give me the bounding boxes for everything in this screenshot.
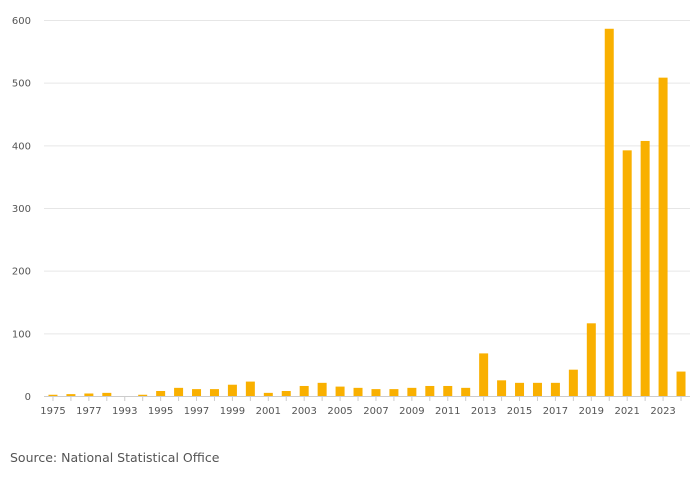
x-tick-label: 2005 bbox=[327, 406, 352, 417]
bar-1998 bbox=[209, 389, 219, 396]
bar-2022 bbox=[640, 140, 650, 396]
x-tick-label: 1975 bbox=[40, 406, 65, 417]
bar-1999 bbox=[227, 384, 237, 396]
bar-2015 bbox=[515, 382, 525, 396]
x-tick-label: 2011 bbox=[435, 406, 460, 417]
x-tick-label: 2009 bbox=[399, 406, 424, 417]
y-tick-label: 500 bbox=[12, 79, 31, 90]
bar-1978 bbox=[102, 392, 112, 396]
bar-2024 bbox=[676, 371, 686, 396]
x-tick-label: 1995 bbox=[148, 406, 173, 417]
bar-2007 bbox=[371, 389, 381, 396]
bar-2001 bbox=[263, 392, 273, 396]
x-tick-label: 1993 bbox=[112, 406, 137, 417]
y-tick-label: 400 bbox=[12, 141, 31, 152]
bar-1994 bbox=[138, 394, 148, 396]
bar-2017 bbox=[550, 382, 560, 396]
bar-2006 bbox=[353, 387, 363, 396]
x-tick-label: 2007 bbox=[363, 406, 388, 417]
bar-2008 bbox=[389, 389, 399, 396]
y-tick-label: 0 bbox=[25, 392, 31, 403]
bar-2009 bbox=[407, 387, 417, 396]
bars bbox=[48, 28, 686, 397]
bar-2012 bbox=[461, 387, 471, 396]
bar-2018 bbox=[568, 369, 578, 396]
bar-chart: 0 100 200 300 400 500 600 1975 1977 1993 1995 1997… bbox=[12, 16, 690, 417]
bar-2020 bbox=[604, 28, 614, 397]
bar-2005 bbox=[335, 386, 345, 396]
x-tick-label: 2013 bbox=[471, 406, 496, 417]
y-tick-label: 300 bbox=[12, 204, 31, 215]
y-tick-label: 600 bbox=[12, 16, 31, 27]
y-axis: 0 100 200 300 400 500 600 bbox=[12, 16, 31, 403]
bar-1975 bbox=[48, 394, 58, 396]
x-tick-label: 2001 bbox=[256, 406, 281, 417]
bar-2016 bbox=[532, 382, 542, 396]
bar-2004 bbox=[317, 382, 327, 396]
y-tick-label: 100 bbox=[12, 329, 31, 340]
x-tick-label: 2023 bbox=[650, 406, 675, 417]
bar-1976 bbox=[66, 394, 76, 396]
bar-2019 bbox=[586, 323, 596, 396]
x-tick-label: 2003 bbox=[291, 406, 316, 417]
bar-1995 bbox=[156, 390, 166, 396]
x-tick-label: 1997 bbox=[184, 406, 209, 417]
bar-1977 bbox=[84, 393, 94, 396]
gridlines bbox=[44, 20, 690, 335]
x-tick-label: 2015 bbox=[507, 406, 532, 417]
bar-1996 bbox=[174, 387, 184, 396]
bar-2010 bbox=[425, 385, 435, 396]
bar-1997 bbox=[192, 389, 202, 396]
bar-2011 bbox=[443, 385, 453, 396]
bar-2013 bbox=[479, 353, 489, 396]
bar-2021 bbox=[622, 150, 632, 396]
bar-2014 bbox=[497, 380, 507, 396]
y-tick-label: 200 bbox=[12, 267, 31, 278]
bar-2023 bbox=[658, 77, 668, 397]
bar-2000 bbox=[245, 381, 255, 396]
x-tick-label: 1999 bbox=[220, 406, 245, 417]
x-tick-label: 2017 bbox=[543, 406, 568, 417]
x-tick-label: 2021 bbox=[614, 406, 639, 417]
x-axis: 1975 1977 1993 1995 1997 1999 2001 2003 2005 2007… bbox=[40, 396, 682, 417]
x-tick-label: 1977 bbox=[76, 406, 101, 417]
bar-2003 bbox=[299, 385, 309, 396]
x-tick-label: 2019 bbox=[579, 406, 604, 417]
source-note: Source: National Statistical Office bbox=[10, 450, 220, 465]
bar-2002 bbox=[281, 390, 291, 396]
